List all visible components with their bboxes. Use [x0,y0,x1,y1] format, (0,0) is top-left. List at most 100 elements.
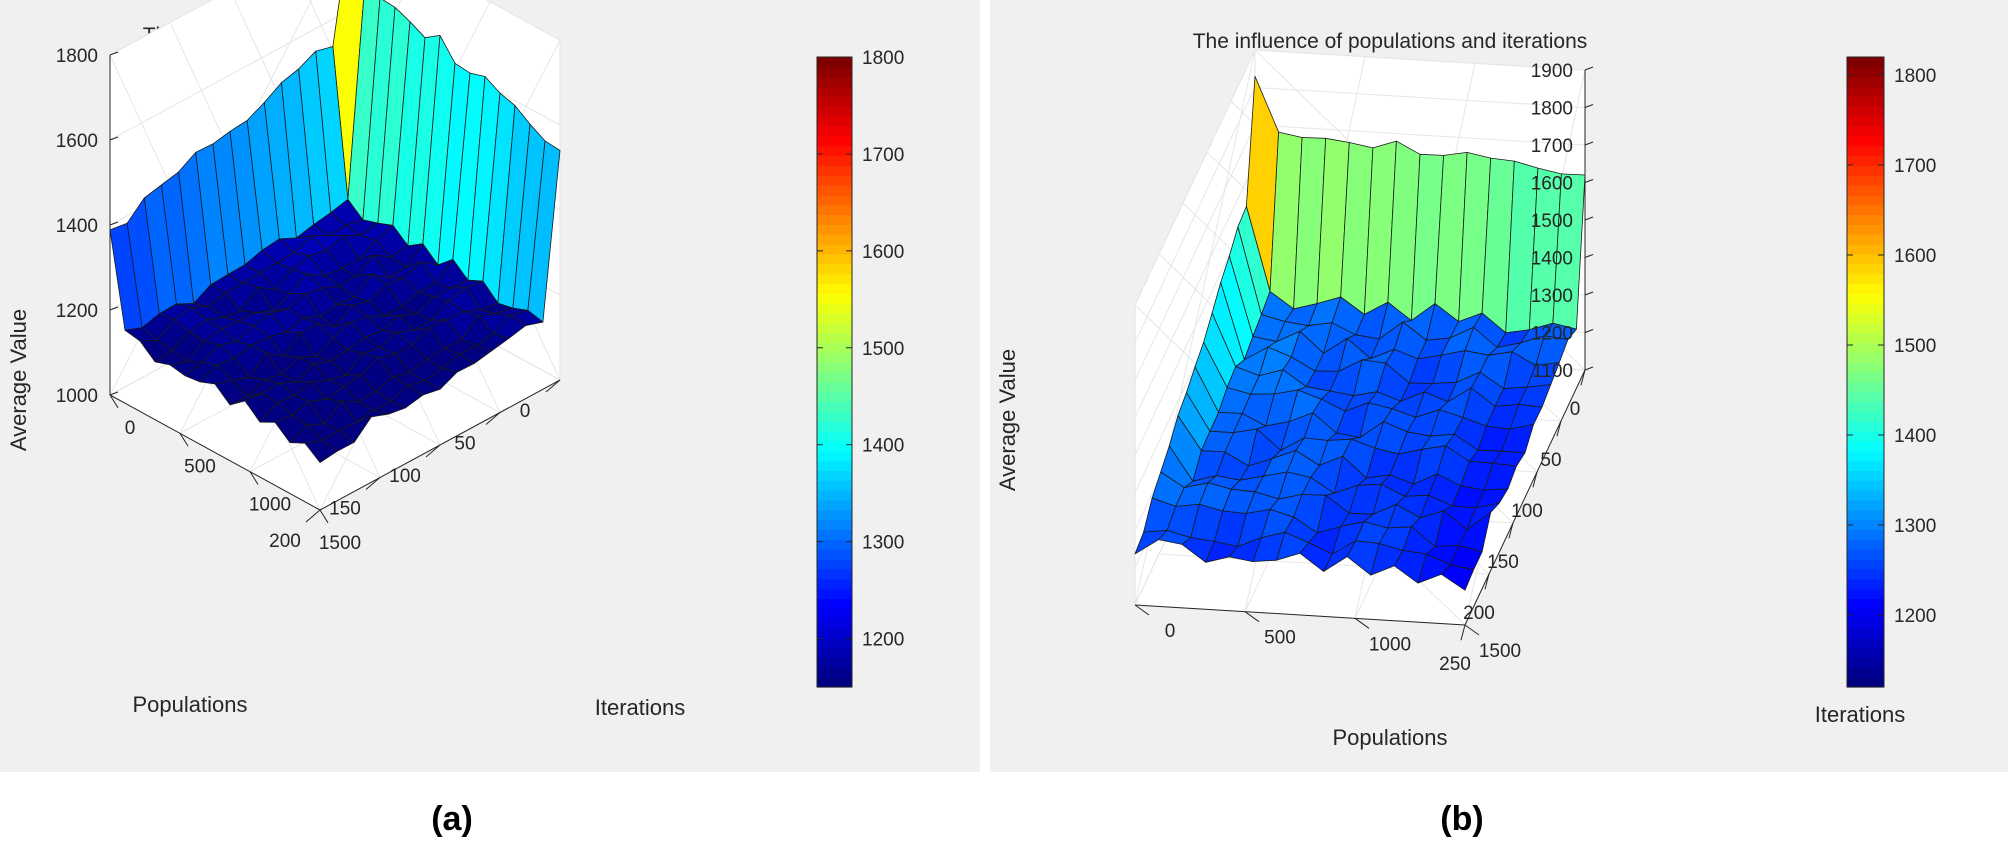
chart-b-xtick-3: 150 [1487,552,1519,573]
chart-b-xtick-5: 250 [1439,654,1471,675]
chart-a-surface [109,0,561,463]
chart-b-colorbar-band-41 [1847,273,1884,285]
chart-b-colorbar-band-30 [1847,381,1884,393]
chart-b-colorbar-band-1 [1847,667,1884,678]
chart-a-ytick-2: 1000 [249,495,291,516]
chart-b-colorbar-band-53 [1847,155,1884,166]
chart-b-colorbar-band-37 [1847,312,1884,324]
chart-a-ytick-1: 500 [184,456,216,477]
chart-a-axes: 1000 1200 1400 1600 1800 0 50 100 150 200 0 500 1000… [56,46,561,554]
chart-b-surface-patch-13-13 [1440,564,1475,591]
chart-a-xtick-mark-3 [365,477,381,490]
chart-a-colorbar-band-2 [817,657,852,668]
chart-a-ytick-mark-0 [109,394,119,409]
chart-b-xtick-1: 50 [1540,450,1561,471]
chart-a-xlabel: Populations [133,692,248,717]
chart-a-ztick-3: 1600 [56,131,98,152]
chart-b-zlabel: Average Value [995,349,1020,491]
chart-a-colorbar-band-46 [817,224,852,235]
chart-b-zgrid-a-8 [1254,49,1586,71]
chart-b-colorbar-band-57 [1847,116,1884,127]
chart-a-colorbar-band-10 [817,578,852,590]
chart-a-colorbar-band-35 [817,332,852,344]
chart-b-ztick-mark-0 [1584,366,1594,371]
chart-b-ztick-mark-3 [1584,254,1594,258]
chart-b-colorbar-band-58 [1847,106,1884,117]
chart-b-colorbar-band-27 [1847,411,1884,422]
chart-a-ytick-mark-2 [249,471,259,485]
chart-b-colorbar-band-14 [1847,539,1884,550]
chart-b-colorbar-band-33 [1847,352,1884,363]
chart-a-colorbar-frame [816,56,853,688]
chart-a-colorbar-tick-6: 1800 [862,48,904,69]
chart-b-colorbar-band-23 [1847,450,1884,462]
chart-b-ztick-mark-1 [1584,329,1594,333]
chart-a-colorbar-band-44 [817,244,852,255]
chart-a-colorbar-band-28 [817,401,852,412]
chart-b-colorbar-band-54 [1847,145,1884,157]
chart-a-xtick-1: 50 [454,434,475,455]
chart-b-ytick-0: 0 [1165,621,1176,642]
chart-a-colorbar-band-43 [817,253,852,265]
chart-a-zlabel: Average Value [6,309,31,451]
chart-b-colorbar-tick-0: 1200 [1894,606,1936,627]
chart-b-colorbar-band-35 [1847,332,1884,344]
chart-b-ytick-3: 1500 [1479,641,1521,662]
chart-a-colorbar-band-49 [817,194,852,206]
caption-b: (b) [1440,800,1484,838]
chart-a-colorbar-band-48 [817,204,852,216]
chart-b-svg: The influence of populations and iterati… [995,30,1936,750]
chart-b-surface [1134,75,1586,591]
chart-a-ztick-4: 1800 [56,46,98,67]
chart-b-title: The influence of populations and iterati… [1193,30,1588,53]
chart-b-x-axis-line [1464,369,1586,626]
chart-b-ytick-mark-2 [1354,617,1370,629]
chart-a-colorbar-band-23 [817,450,852,462]
chart-a-ytick-mark-3 [319,509,329,524]
chart-b-xtick-mark-1 [1556,420,1562,437]
chart-b-colorbar-band-46 [1847,224,1884,235]
chart-b-colorbar-band-48 [1847,204,1884,216]
chart-a-colorbar-band-30 [817,381,852,393]
chart-a-zgrid-b-4 [109,0,213,56]
chart-a-colorbar-band-32 [817,362,852,373]
chart-b-ztick-5: 1600 [1531,174,1573,195]
chart-b-xtick-mark-5 [1460,624,1466,641]
chart-a-colorbar-band-54 [817,145,852,157]
chart-a-xtick-mark-2 [425,444,441,458]
chart-a-colorbar-band-8 [817,598,852,609]
chart-a-colorbar-band-45 [817,234,852,245]
chart-b-colorbar-band-61 [1847,76,1884,88]
caption-a: (a) [431,800,473,838]
chart-b-ztick-mark-6 [1584,141,1594,146]
chart-a-colorbar-tick-0: 1200 [862,630,904,651]
chart-b-colorbar-band-60 [1847,86,1884,97]
chart-a-colorbar-band-51 [817,175,852,186]
chart-b-colorbar-band-50 [1847,184,1884,196]
chart-a-colorbar-band-17 [817,509,852,521]
chart-b-ztick-mark-4 [1584,216,1594,221]
chart-b-colorbar-band-12 [1847,559,1884,570]
chart-b-colorbar-band-28 [1847,401,1884,412]
chart-a-y-axis-line [109,394,321,511]
chart-b-colorbar-band-29 [1847,391,1884,403]
chart-a-colorbar-band-50 [817,184,852,196]
chart-b-colorbar-band-31 [1847,372,1884,383]
chart-a-colorbar-band-22 [817,460,852,472]
chart-a-xtick-0: 0 [520,401,531,422]
chart-b-xtick-mark-2 [1532,471,1538,488]
chart-a-ztick-mark-0 [109,391,119,396]
chart-b-colorbar-band-25 [1847,431,1884,442]
chart-a-svg: The influence of populations and iterati… [6,0,904,720]
chart-a-xtick-4: 200 [269,531,301,552]
chart-a-colorbar-tick-5: 1700 [862,145,904,166]
chart-a-colorbar-band-40 [817,283,852,294]
chart-a-zgrid-b-3 [109,9,351,141]
chart-b-colorbar: 1200 1300 1400 1500 1600 1700 1800 [1846,56,1936,688]
chart-a-zgrid-a-4 [485,0,561,41]
chart-b-colorbar-band-4 [1847,637,1884,649]
chart-b-y-axis-line [1134,604,1466,626]
chart-a-ytick-3: 1500 [319,533,361,554]
chart-b-colorbar-band-3 [1847,647,1884,659]
chart-b-ylabel: Iterations [1815,702,1906,727]
